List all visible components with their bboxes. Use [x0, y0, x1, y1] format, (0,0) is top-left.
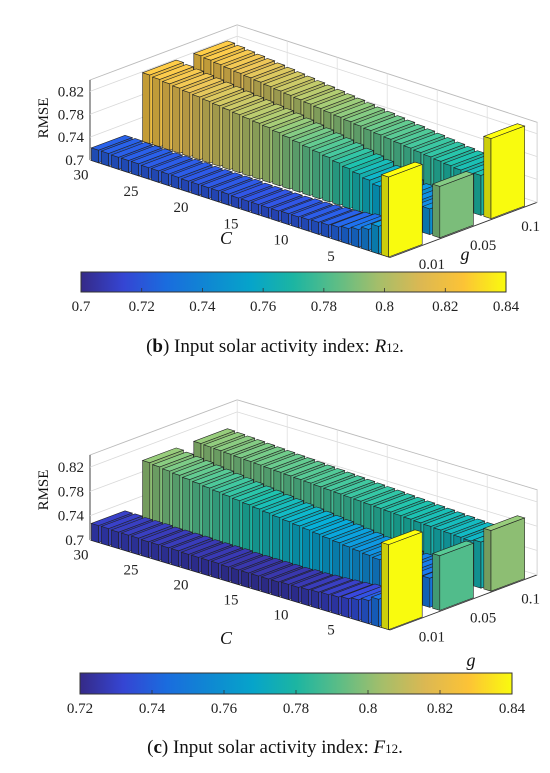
- g-tick-b-0: 0.01: [419, 257, 445, 273]
- caption-c-index: F: [373, 737, 386, 758]
- frame-g-axis: [389, 574, 538, 631]
- caption-b: (b) Input solar activity index: R12.: [146, 336, 404, 357]
- frame-c-axis: [89, 539, 391, 631]
- c-tick-b-5: 5: [327, 249, 335, 265]
- xlabel-b: C: [220, 228, 233, 248]
- bar-b-g0-c1: [380, 161, 424, 258]
- xlabel-c: C: [220, 628, 233, 648]
- colorbar-tick-c-5: 0.82: [427, 701, 453, 717]
- colorbar-b: 0.7 0.72 0.74 0.76 0.78 0.8 0.82 0.84: [72, 271, 520, 315]
- c-tick-b-3: 15: [224, 216, 239, 232]
- caption-c: (c) Input solar activity index: F12.: [147, 737, 403, 758]
- colorbar-tick-b-0: 0.7: [72, 299, 91, 315]
- g-tick-b-1: 0.05: [470, 238, 496, 254]
- colorbar-tick-c-1: 0.74: [139, 701, 166, 717]
- colorbar-tick-b-1: 0.72: [129, 299, 155, 315]
- colorbar-tick-b-4: 0.78: [311, 299, 337, 315]
- zlabel-b: RMSE: [36, 98, 52, 139]
- z-tick-b-0: 0.7: [65, 153, 84, 169]
- c-tick-c-0: 30: [74, 548, 89, 564]
- caption-b-prefix: (: [146, 336, 152, 357]
- g-tick-b-2: 0.1: [521, 219, 540, 235]
- c-tick-b-0: 30: [74, 168, 89, 184]
- colorbar-ticks-c: 0.72 0.74 0.76 0.78 0.8 0.82 0.84: [67, 690, 526, 717]
- z-tick-b-1: 0.74: [58, 130, 85, 146]
- colorbar-ticks-b: 0.7 0.72 0.74 0.76 0.78 0.8 0.82 0.84: [72, 288, 520, 315]
- colorbar-tick-b-6: 0.82: [432, 299, 458, 315]
- colorbar-tick-b-7: 0.84: [493, 299, 520, 315]
- frame-c-axis: [89, 159, 391, 258]
- z-tick-c-3: 0.82: [58, 460, 84, 476]
- z-tick-b-3: 0.82: [58, 84, 84, 100]
- colorbar-tick-c-6: 0.84: [499, 701, 526, 717]
- bar-b-g2-c1: [482, 123, 526, 220]
- caption-b-index-sub: 12: [386, 340, 399, 355]
- bars-c: [90, 428, 526, 631]
- caption-b-index: R: [374, 336, 387, 357]
- g-tick-c-2: 0.1: [521, 591, 540, 607]
- chart-panel-b: 0.7 0.74 0.78 0.82 30 25 20 15 10 5 0.01 0.05 0.1 RM…: [36, 24, 540, 357]
- g-tick-c-1: 0.05: [470, 611, 496, 627]
- c-tick-c-2: 20: [174, 578, 189, 594]
- colorbar-tick-c-0: 0.72: [67, 701, 93, 717]
- caption-c-text: ) Input solar activity index:: [162, 737, 374, 758]
- colorbar-tick-b-3: 0.76: [250, 299, 277, 315]
- bars-b: [90, 40, 526, 258]
- z-tick-b-2: 0.78: [58, 107, 84, 123]
- c-tick-b-1: 25: [124, 184, 139, 200]
- colorbar-tick-c-4: 0.8: [359, 701, 378, 717]
- colorbar-tick-b-2: 0.74: [189, 299, 216, 315]
- bar-c-g1-c1: [431, 540, 475, 611]
- ticks-c: 0.7 0.74 0.78 0.82 30 25 20 15 10 5 0.01 0.05 0.1: [58, 460, 540, 646]
- z-tick-c-1: 0.74: [58, 509, 85, 525]
- frame-g-axis: [389, 201, 538, 258]
- c-tick-c-5: 5: [327, 623, 335, 639]
- caption-c-prefix: (: [147, 737, 153, 758]
- colorbar-rect-b: [80, 271, 507, 293]
- colorbar-tick-c-2: 0.76: [211, 701, 238, 717]
- z-tick-c-2: 0.78: [58, 484, 84, 500]
- caption-c-label: c: [153, 737, 161, 758]
- ylabel-b: g: [461, 244, 470, 264]
- zlabel-c: RMSE: [36, 470, 52, 511]
- c-tick-b-4: 10: [274, 233, 289, 249]
- colorbar-tick-b-5: 0.8: [375, 299, 394, 315]
- g-tick-c-0: 0.01: [419, 630, 445, 646]
- c-tick-c-1: 25: [124, 563, 139, 579]
- c-tick-b-2: 20: [174, 200, 189, 216]
- caption-b-label: b: [152, 336, 163, 357]
- caption-c-end: .: [398, 737, 403, 758]
- caption-b-text: ) Input solar activity index:: [163, 336, 375, 357]
- colorbar-tick-c-3: 0.78: [283, 701, 309, 717]
- colorbar-c: 0.72 0.74 0.76 0.78 0.8 0.82 0.84: [67, 672, 526, 717]
- z-tick-c-0: 0.7: [65, 533, 84, 549]
- ylabel-c: g: [467, 650, 476, 670]
- caption-c-index-sub: 12: [385, 741, 398, 756]
- caption-b-end: .: [399, 336, 404, 357]
- c-tick-c-3: 15: [224, 593, 239, 609]
- c-tick-c-4: 10: [274, 608, 289, 624]
- bar-c-g2-c1: [482, 515, 526, 592]
- chart-panel-c: 0.7 0.74 0.78 0.82 30 25 20 15 10 5 0.01 0.05 0.1 RM…: [36, 399, 540, 758]
- bar-c-g0-c1: [380, 529, 424, 631]
- ticks-b: 0.7 0.74 0.78 0.82 30 25 20 15 10 5 0.01 0.05 0.1: [58, 84, 540, 273]
- bar-b-g1-c1: [431, 171, 475, 239]
